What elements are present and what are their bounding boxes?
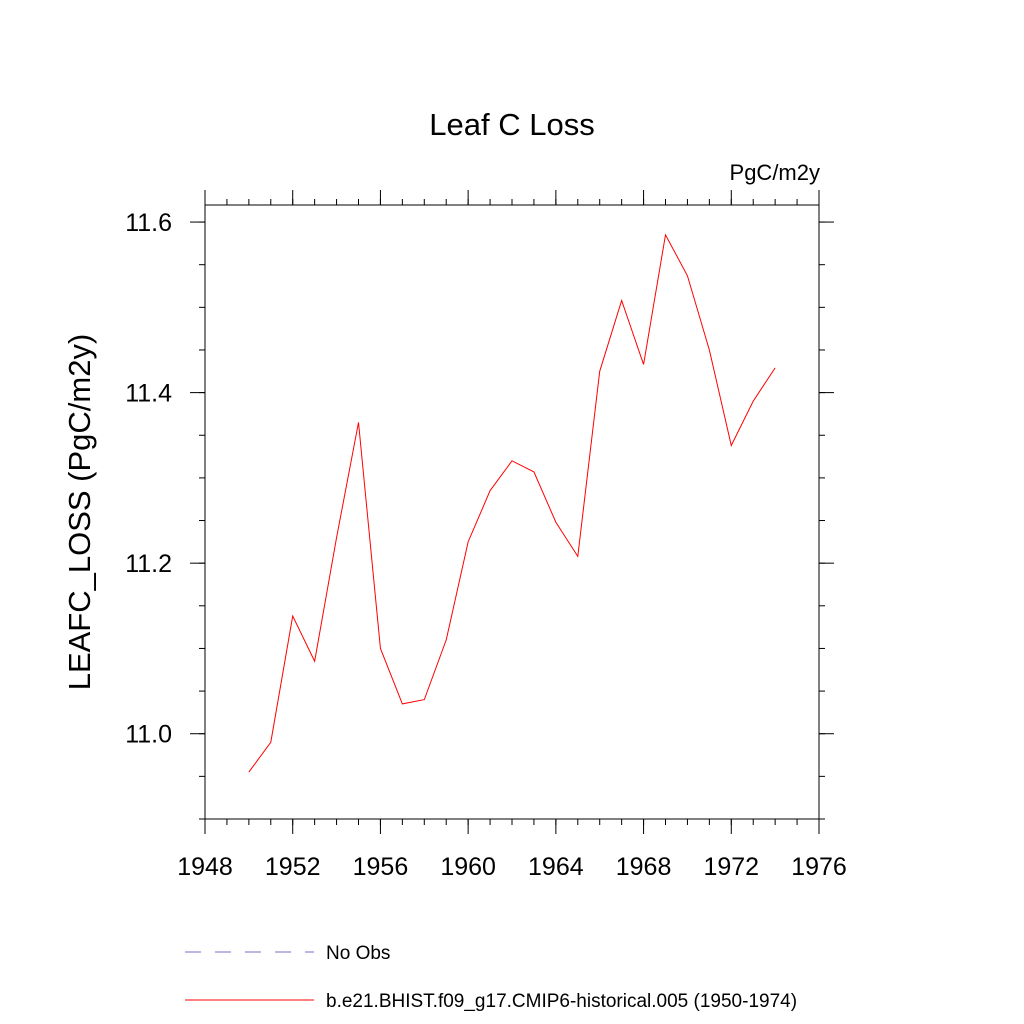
x-tick-label: 1972 [703,853,759,881]
legend-label: No Obs [326,943,390,964]
x-tick-label: 1948 [177,853,233,881]
x-tick-label: 1956 [353,853,409,881]
x-tick-label: 1960 [440,853,496,881]
y-tick-label: 11.4 [125,380,172,408]
tick-labels: 1948 1952 1956 1960 1964 1968 1972 1976 11.0 11.2… [125,209,847,881]
x-tick-label: 1964 [528,853,584,881]
y-axis-label: LEAFC_LOSS (PgC/m2y) [62,334,97,691]
legend: No Obs b.e21.BHIST.f09_g17.CMIP6-historic… [185,943,797,1012]
y-tick-label: 11.0 [125,721,172,749]
major-ticks [190,190,834,834]
y-tick-label: 11.6 [125,209,172,237]
units-label: PgC/m2y [730,160,820,185]
series-line [248,233,776,773]
plot-frame [204,204,820,820]
x-tick-label: 1968 [616,853,672,881]
legend-label: b.e21.BHIST.f09_g17.CMIP6-historical.005… [326,991,797,1012]
y-tick-label: 11.2 [125,550,172,578]
minor-ticks [199,199,825,825]
series-layer [248,233,776,773]
x-tick-label: 1976 [791,853,847,881]
x-tick-label: 1952 [265,853,321,881]
chart-title: Leaf C Loss [429,107,594,142]
